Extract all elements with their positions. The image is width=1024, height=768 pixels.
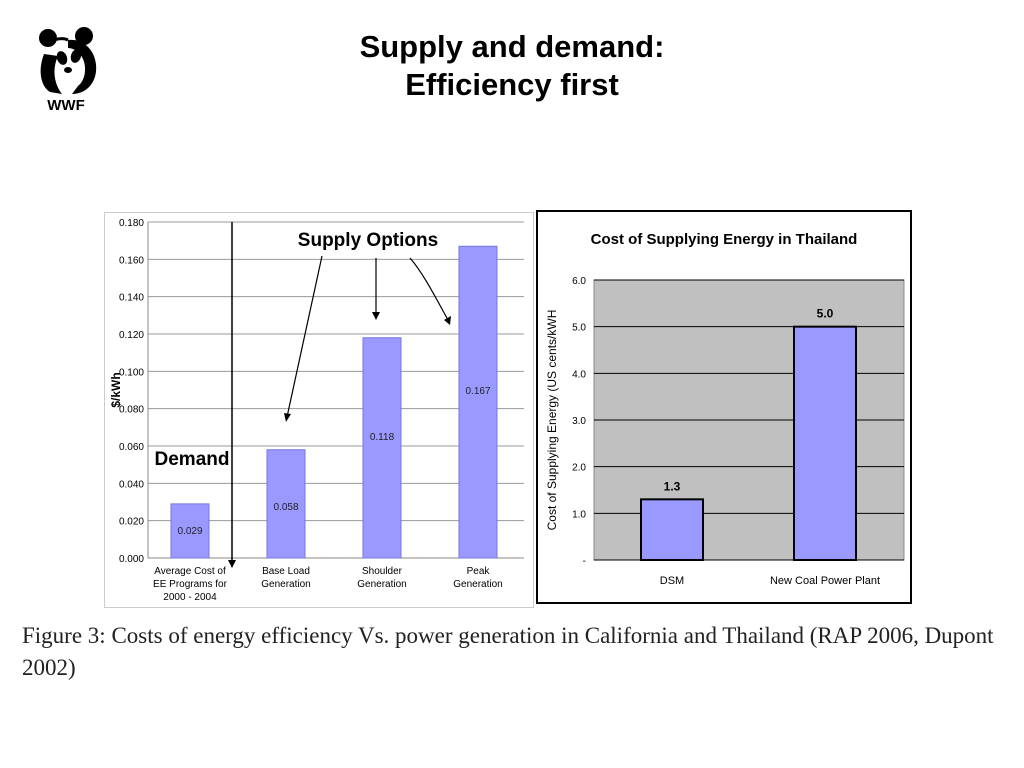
category-label: Shoulder Generation — [357, 566, 406, 590]
y-tick-label: 0.060 — [119, 442, 144, 453]
california-cost-chart: 0.000 0.020 0.040 0.060 0.080 0.100 0.120 0.140… — [104, 212, 534, 608]
bar — [362, 337, 402, 559]
y-tick-label: 0.160 — [119, 255, 144, 266]
data-label: 0.118 — [370, 432, 395, 443]
annotation-supply-options: Supply Options — [298, 230, 438, 251]
data-label: 0.029 — [177, 526, 202, 537]
arrowhead-peak — [444, 316, 451, 325]
wwf-logo-text: WWF — [47, 97, 84, 114]
y-tick-label: 0.040 — [119, 479, 144, 490]
y-tick-label: 0.020 — [119, 517, 144, 528]
y-tick-label: 0.120 — [119, 330, 144, 341]
category-label: New Coal Power Plant — [770, 575, 880, 587]
wwf-logo: WWF — [39, 27, 97, 114]
y-tick-label: 0.100 — [119, 367, 144, 378]
data-label: 1.3 — [664, 479, 681, 493]
y-tick-label: 4.0 — [572, 369, 586, 380]
data-label: 0.058 — [273, 502, 298, 513]
chart-title: Cost of Supplying Energy in Thailand — [591, 231, 858, 248]
y-tick-label: 0.140 — [119, 293, 144, 304]
y-tick-labels: 0.000 0.020 0.040 0.060 0.080 0.100 0.120 0.140… — [119, 218, 144, 565]
category-labels: Average Cost of EE Programs for 2000 - 200… — [153, 566, 503, 603]
data-label: 5.0 — [817, 307, 834, 321]
arrow-to-base-load — [286, 255, 323, 418]
y-tick-label: 5.0 — [572, 323, 586, 334]
arrowhead-shoulder — [372, 312, 380, 320]
y-tick-label: - — [583, 556, 586, 567]
category-label: Average Cost of EE Programs for 2000 - 200… — [153, 566, 228, 603]
y-axis-label: Cost of Supplying Energy (US cents/kWH — [545, 310, 559, 531]
y-tick-label: 1.0 — [572, 509, 586, 520]
category-label: Peak Generation — [453, 566, 502, 590]
y-tick-label: 3.0 — [572, 416, 586, 427]
page-title-line-1: Supply and demand: — [359, 29, 665, 64]
page-title-line-2: Efficiency first — [405, 67, 619, 102]
category-labels: DSM New Coal Power Plant — [660, 575, 880, 587]
supply-arrows — [286, 255, 449, 418]
y-tick-label: 0.000 — [119, 554, 144, 565]
category-label: Base Load Generation — [261, 566, 310, 590]
y-tick-label: 2.0 — [572, 463, 586, 474]
arrow-to-peak — [409, 257, 449, 321]
bar — [640, 498, 704, 562]
category-label: DSM — [660, 575, 684, 587]
arrowhead-base-load — [284, 413, 291, 422]
bars: 0.029 0.058 0.118 0.167 — [170, 245, 498, 559]
y-tick-label: 6.0 — [572, 276, 586, 287]
panda-icon — [39, 27, 97, 94]
data-label: 0.167 — [465, 386, 490, 397]
bar — [170, 503, 210, 559]
bar — [458, 245, 498, 559]
supply-arrowheads — [284, 312, 451, 422]
figure-caption: Figure 3: Costs of energy efficiency Vs.… — [22, 623, 994, 680]
y-tick-label: 0.180 — [119, 218, 144, 229]
bar — [266, 449, 306, 559]
thailand-cost-chart: Cost of Supplying Energy in Thailand - 1.… — [536, 210, 912, 604]
annotation-demand: Demand — [155, 449, 230, 470]
bars: 1.3 5.0 — [640, 307, 857, 562]
page-title: Supply and demand: Efficiency first — [212, 28, 812, 104]
y-axis-label: $/kWh — [109, 372, 123, 407]
y-tick-labels: - 1.0 2.0 3.0 4.0 5.0 6.0 — [572, 276, 586, 567]
bar — [793, 325, 857, 561]
demand-divider-arrowhead — [228, 560, 236, 568]
y-tick-label: 0.080 — [119, 405, 144, 416]
